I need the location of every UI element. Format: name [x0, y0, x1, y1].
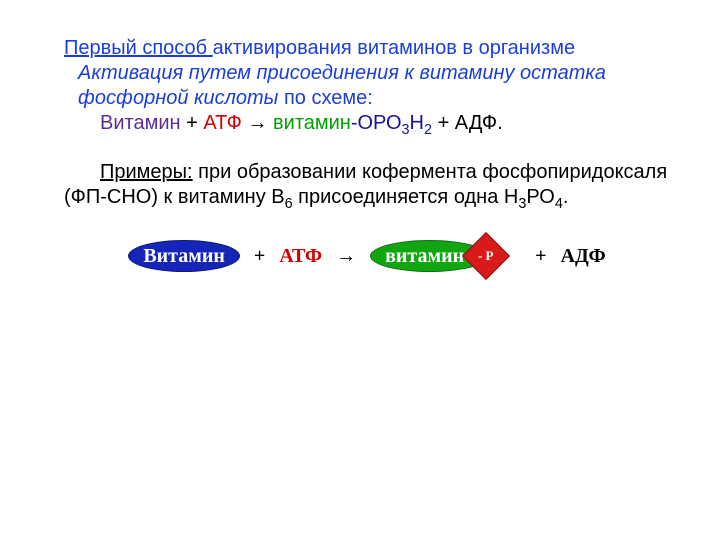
title-line: Первый способ активирования витаминов в …	[64, 36, 670, 61]
plus-icon-2: +	[535, 244, 546, 269]
phosphate-label: - Р	[478, 248, 494, 264]
plus-icon: +	[254, 244, 265, 269]
scheme-arrow: →	[242, 112, 273, 134]
title-rest: активирования витаминов в организме	[213, 37, 575, 59]
examples-text-c: РО	[526, 186, 554, 208]
examples-para: Примеры: при образовании кофермента фосф…	[64, 160, 670, 210]
arrow-icon: →	[336, 244, 356, 269]
scheme-plus1: +	[181, 112, 204, 134]
spacer	[64, 136, 670, 160]
reactant-oval: Витамин	[128, 240, 240, 272]
diagram-row: Витамин + АТФ → витамин - Р + АДФ	[64, 240, 670, 272]
phosphate-diamond: - Р	[462, 232, 510, 280]
product-group: витамин - Р	[370, 240, 489, 272]
scheme-vitamindash: витамин	[273, 112, 351, 134]
examples-sub3: 4	[555, 196, 563, 212]
examples-text-b: присоединяется одна Н	[293, 186, 519, 208]
scheme-opo-sub1: 3	[402, 122, 410, 138]
scheme-vitamin: Витамин	[100, 112, 181, 134]
examples-sub1: 6	[285, 196, 293, 212]
subtitle-tail: по схеме:	[278, 87, 372, 109]
scheme-opo-sub2: 2	[424, 122, 432, 138]
title-underlined: Первый способ	[64, 37, 213, 59]
atp-label: АТФ	[279, 244, 322, 269]
examples-label: Примеры:	[100, 161, 193, 183]
subtitle: Активация путем присоединения к витамину…	[64, 61, 670, 111]
examples-text-d: .	[563, 186, 569, 208]
scheme-line: Витамин + АТФ → витамин-ОРО3Н2 + АДФ.	[64, 111, 670, 136]
scheme-atp: АТФ	[203, 112, 242, 134]
adp-label: АДФ	[561, 244, 606, 269]
scheme-tail: + АДФ.	[432, 112, 503, 134]
scheme-opo-pre: -ОРО	[351, 112, 402, 134]
scheme-opo-mid: Н	[410, 112, 424, 134]
